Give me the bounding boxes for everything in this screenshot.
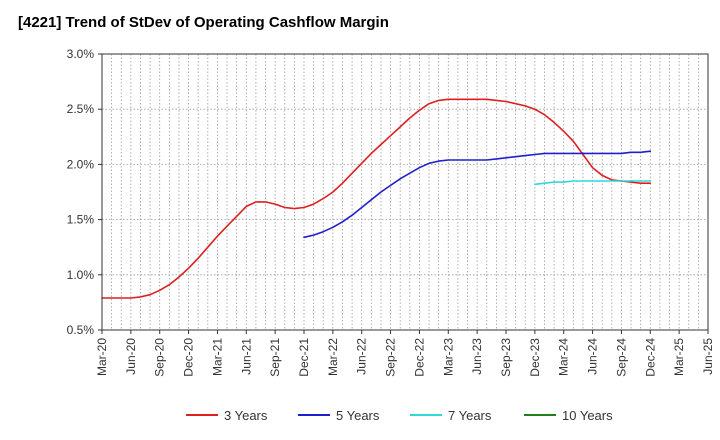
x-tick-label: Sep-22 [384,338,398,377]
x-tick-label: Jun-22 [355,338,369,375]
legend-label-3-years: 3 Years [224,408,268,423]
x-tick-label: Mar-25 [672,338,686,376]
y-tick-label: 1.5% [67,213,95,227]
legend: 3 Years 5 Years 7 Years 10 Years [186,408,613,423]
x-tick-label: Jun-20 [124,338,138,375]
y-tick-label: 2.0% [67,157,95,171]
x-tick-label: Jun-23 [470,338,484,375]
x-tick-label: Dec-20 [182,338,196,377]
x-tick-label: Dec-22 [412,338,426,377]
x-tick-label: Mar-21 [210,338,224,376]
x-tick-label: Sep-20 [153,338,167,377]
x-tick-label: Jun-24 [586,338,600,375]
x-tick-label: Jun-21 [239,338,253,375]
series-line-3-years [101,98,652,299]
y-tick-label: 1.0% [67,268,95,282]
x-tick-label: Sep-23 [499,338,513,377]
x-tick-label: Dec-21 [297,338,311,377]
y-axis-ticks: 0.5% 1.0% 1.5% 2.0% 2.5% 3.0% [67,47,102,337]
x-axis-ticks: Mar-20 Jun-20 Sep-20 Dec-20 Mar-21 Jun-21 Sep-… [95,330,715,377]
y-tick-label: 2.5% [67,102,95,116]
x-tick-label: Jun-25 [701,338,715,375]
series-line-5-years [303,150,652,239]
x-tick-label: Mar-20 [95,338,109,376]
x-tick-label: Dec-23 [528,338,542,377]
y-tick-label: 3.0% [67,47,95,61]
x-tick-label: Mar-23 [441,338,455,376]
x-tick-label: Mar-22 [326,338,340,376]
legend-label-10-years: 10 Years [562,408,613,423]
x-tick-label: Sep-24 [614,338,628,377]
series-line-7-years [534,180,652,186]
plot-area-border [101,53,709,331]
x-tick-label: Sep-21 [268,338,282,377]
x-tick-label: Dec-24 [643,338,657,377]
legend-label-5-years: 5 Years [336,408,380,423]
legend-label-7-years: 7 Years [448,408,492,423]
y-tick-label: 0.5% [67,323,95,337]
series-lines [101,98,652,299]
plot-area-background [102,54,708,330]
chart-title: [4221] Trend of StDev of Operating Cashf… [18,14,389,31]
x-tick-label: Mar-24 [557,338,571,376]
